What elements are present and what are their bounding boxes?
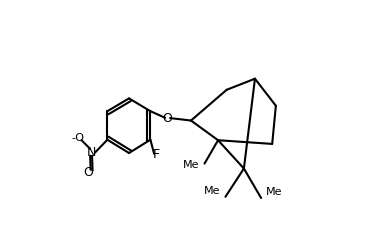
Text: N: N bbox=[87, 146, 96, 159]
Text: -O: -O bbox=[71, 133, 84, 143]
Text: Me: Me bbox=[204, 185, 220, 196]
Text: Me: Me bbox=[266, 187, 283, 197]
Text: O: O bbox=[83, 166, 93, 179]
Text: Me: Me bbox=[183, 160, 200, 170]
Text: F: F bbox=[152, 149, 160, 161]
Text: O: O bbox=[163, 112, 173, 124]
